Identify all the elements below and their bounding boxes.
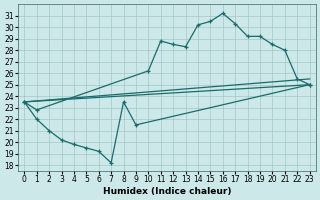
X-axis label: Humidex (Indice chaleur): Humidex (Indice chaleur) <box>103 187 231 196</box>
